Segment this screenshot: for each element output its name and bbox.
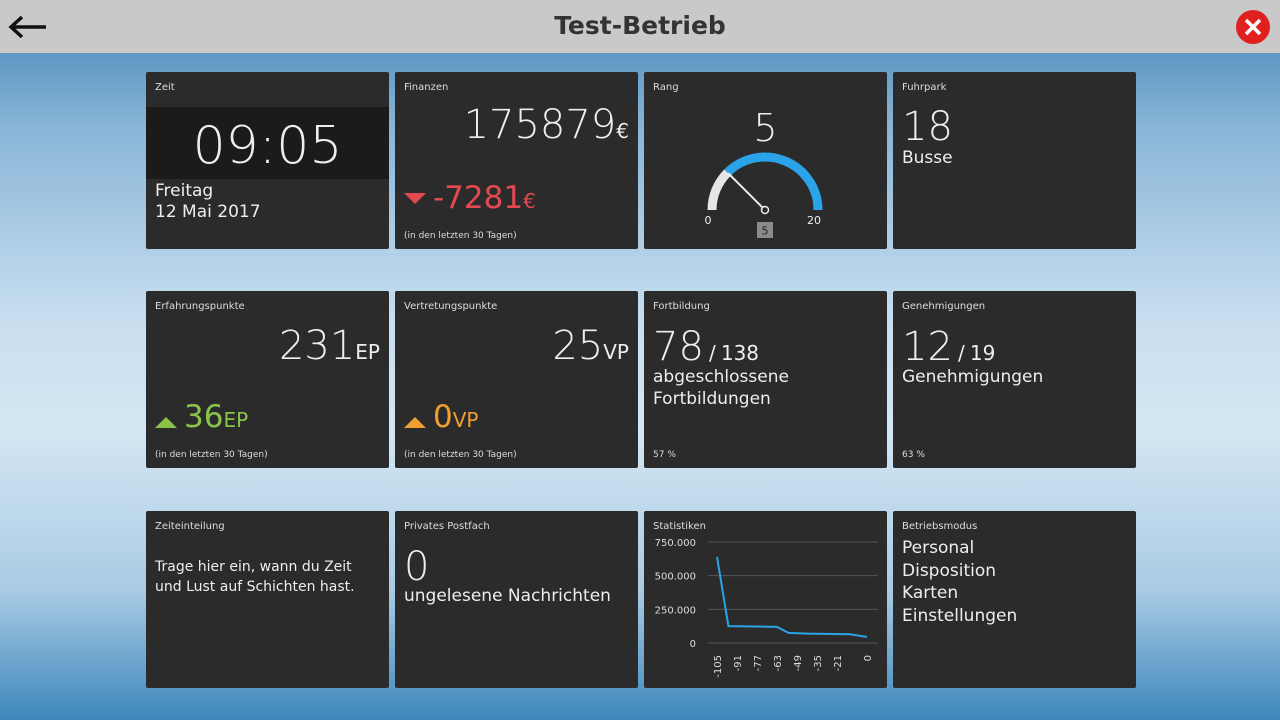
tile-statistics[interactable]: Statistiken 0 250.000 500.000 750.000 -105 -9… — [644, 511, 887, 688]
tile-label: Zeit — [155, 82, 175, 93]
change-unit: € — [523, 189, 536, 213]
note: (in den letzten 30 Tagen) — [404, 231, 517, 241]
trend-up — [155, 417, 177, 428]
change: 36 — [184, 399, 224, 435]
tile-fleet[interactable]: Fuhrpark 18 Busse — [893, 72, 1136, 249]
text: Trage hier ein, wann du Zeit und Lust au… — [155, 559, 355, 595]
x-tick-label: -35 — [813, 655, 824, 671]
gauge-value: 5 — [762, 225, 769, 238]
gauge-min: 0 — [705, 214, 712, 227]
data-line — [716, 556, 868, 638]
y-tick-label: 500.000 — [655, 572, 696, 583]
tile-label: Fortbildung — [653, 301, 710, 312]
close-button[interactable] — [1234, 8, 1272, 46]
unit: VP — [603, 340, 629, 364]
total: 19 — [969, 341, 996, 365]
value: 78 — [653, 324, 704, 370]
y-tick-label: 250.000 — [655, 605, 696, 616]
separator: / — [958, 341, 965, 365]
y-tick-label: 750.000 — [655, 538, 696, 549]
x-tick-label: -91 — [733, 655, 744, 671]
value: 25 — [552, 323, 604, 369]
value: 12 — [902, 324, 953, 370]
title: Test-Betrieb — [554, 11, 726, 40]
tile-label: Zeiteinteilung — [155, 521, 225, 532]
tile-label: Vertretungspunkte — [404, 301, 498, 312]
gauge: 0 20 5 — [705, 152, 823, 238]
tile-label: Betriebsmodus — [902, 521, 978, 532]
tile-mode[interactable]: Betriebsmodus Personal Disposition Karte… — [893, 511, 1136, 688]
x-tick-label: -21 — [833, 655, 844, 671]
text: Busse — [902, 148, 953, 168]
gauge-filled — [707, 169, 731, 211]
chart: 0 250.000 500.000 750.000 -105 -91 -77 -63 -49 -3… — [655, 538, 878, 678]
text: ungelesene Nachrichten — [404, 586, 611, 606]
x-tick-label: 0 — [863, 655, 874, 661]
value: 175879 — [463, 102, 617, 148]
change: -7281 — [433, 180, 524, 216]
tile-label: Genehmigungen — [902, 301, 986, 312]
tile-label: Erfahrungspunkte — [155, 301, 245, 312]
clock-panel — [146, 107, 389, 179]
back-button[interactable] — [6, 12, 50, 42]
clock: 09:05 — [192, 116, 343, 176]
separator: / — [709, 341, 716, 365]
tile-mailbox[interactable]: Privates Postfach 0 ungelesene Nachricht… — [395, 511, 638, 688]
note: (in den letzten 30 Tagen) — [155, 450, 268, 460]
tile-rank[interactable]: Rang 5 0 20 5 — [644, 72, 887, 249]
tile-permits[interactable]: Genehmigungen 12 / 19 Genehmigungen 63 % — [893, 291, 1136, 468]
gauge-value-box — [757, 222, 773, 238]
text-line: Fortbildungen — [653, 389, 771, 409]
gauge-hub — [760, 205, 770, 215]
unit: € — [616, 119, 629, 143]
unit: EP — [355, 340, 380, 364]
gauge-needle — [727, 172, 766, 211]
gauge-remaining — [724, 152, 823, 211]
x-tick-label: -105 — [713, 655, 724, 678]
note: (in den letzten 30 Tagen) — [404, 450, 517, 460]
tile-time[interactable]: Zeit 09:05 Freitag 12 Mai 2017 — [146, 72, 389, 249]
x-tick-label: -63 — [773, 655, 784, 671]
total: 138 — [720, 341, 760, 365]
text-line: abgeschlossene — [653, 367, 789, 387]
menu-item[interactable]: Personal — [902, 538, 975, 558]
menu-item[interactable]: Disposition — [902, 561, 997, 581]
x-tick-label: -49 — [793, 655, 804, 671]
y-tick-label: 0 — [690, 639, 696, 650]
change-unit: EP — [223, 408, 249, 432]
tile-label: Fuhrpark — [902, 82, 947, 93]
change: 0 — [433, 399, 453, 435]
rank: 5 — [753, 106, 778, 150]
header: Test-Betrieb — [0, 0, 1280, 53]
x-tick-label: -77 — [753, 655, 764, 671]
date: 12 Mai 2017 — [155, 202, 261, 222]
value: 18 — [902, 104, 953, 150]
tile-schedule[interactable]: Zeiteinteilung Trage hier ein, wann du Z… — [146, 511, 389, 688]
day: Freitag — [155, 181, 214, 201]
menu-item[interactable]: Karten — [902, 583, 959, 603]
tile-training[interactable]: Fortbildung 78 / 138 abgeschlossene Fort… — [644, 291, 887, 468]
tile-label: Statistiken — [653, 521, 706, 532]
value: 0 — [404, 544, 430, 590]
value: 231 — [278, 323, 356, 369]
change-unit: VP — [452, 408, 479, 432]
text-line: Genehmigungen — [902, 367, 1044, 387]
tile-label: Finanzen — [404, 82, 449, 93]
tile-finance[interactable]: Finanzen 175879€ -7281€ (in den letzten … — [395, 72, 638, 249]
tile-representation[interactable]: Vertretungspunkte 25VP 0VP (in den letzt… — [395, 291, 638, 468]
menu-item[interactable]: Einstellungen — [902, 606, 1018, 626]
gauge-max: 20 — [807, 214, 821, 227]
tile-label: Privates Postfach — [404, 521, 490, 532]
footer: 57 % — [653, 450, 676, 460]
tile-label: Rang — [653, 82, 679, 93]
trend-up — [404, 417, 426, 428]
trend-down — [404, 193, 426, 204]
footer: 63 % — [902, 450, 925, 460]
tile-experience[interactable]: Erfahrungspunkte 231EP 36EP (in den letz… — [146, 291, 389, 468]
